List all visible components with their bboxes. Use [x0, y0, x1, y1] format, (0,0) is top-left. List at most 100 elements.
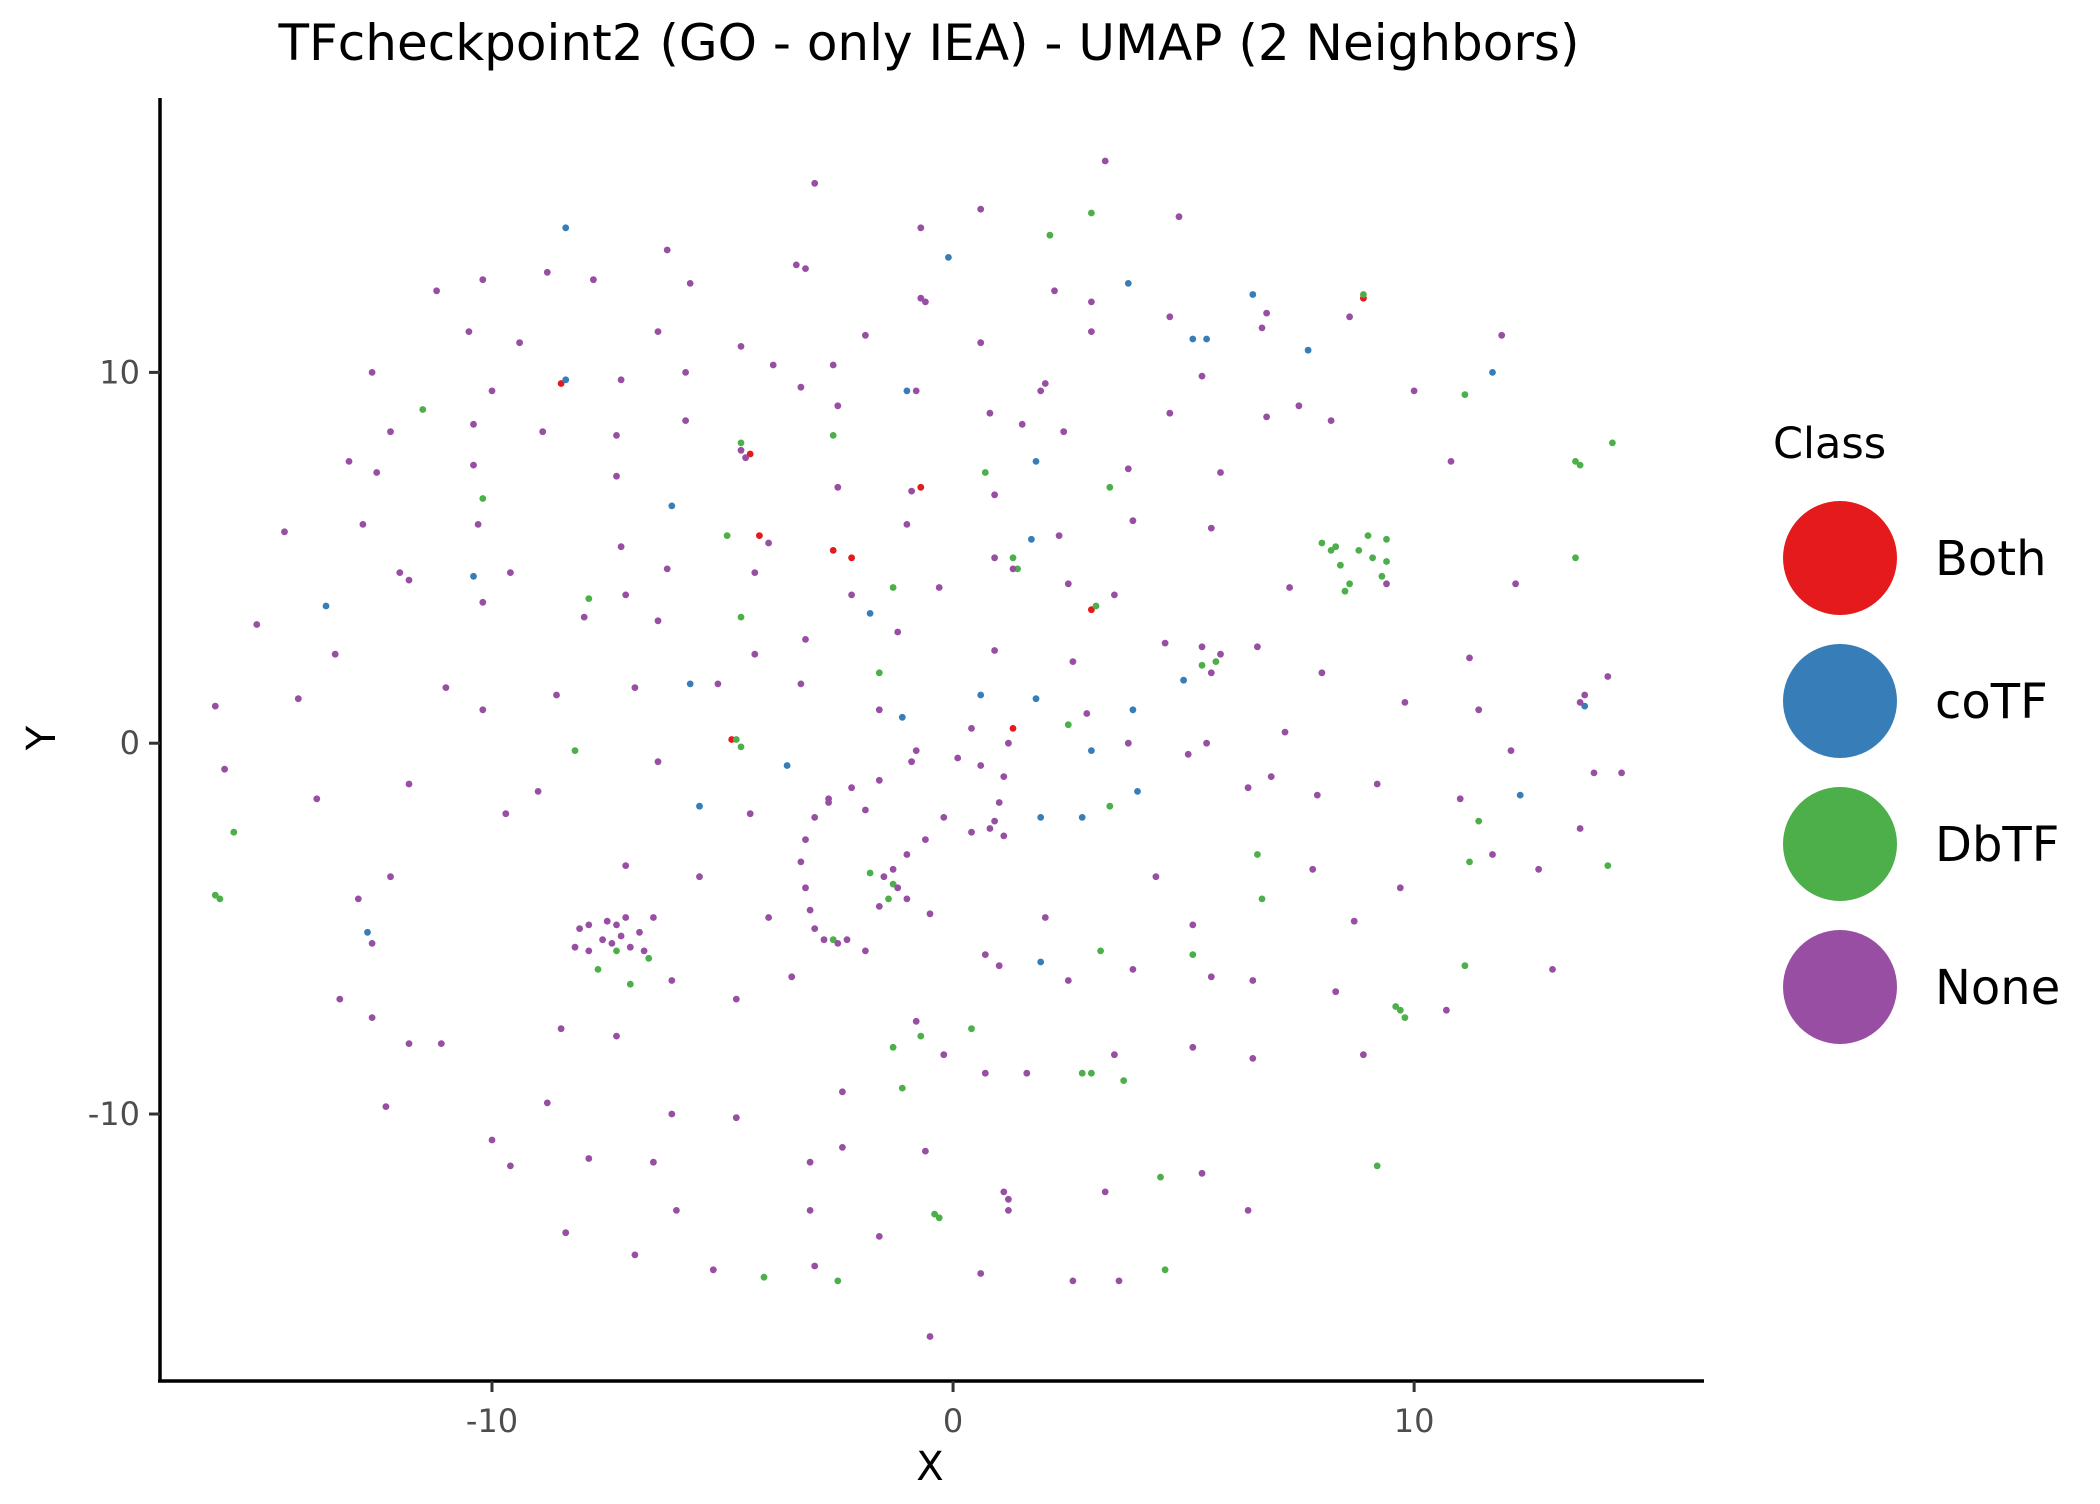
point-none-185	[368, 940, 376, 947]
point-none-52	[1263, 413, 1270, 421]
point-dbtf-23	[1106, 483, 1114, 491]
point-dbtf-63	[1378, 572, 1386, 580]
point-cotf-6	[696, 802, 703, 810]
point-none-120	[1475, 706, 1483, 714]
point-dbtf-73	[760, 1273, 768, 1281]
point-none-4	[917, 224, 925, 232]
y-axis-ticks: -10 0 10	[88, 353, 160, 1133]
point-none-83	[935, 584, 943, 591]
point-none-182	[1489, 851, 1496, 858]
point-both-9	[1088, 606, 1095, 614]
point-none-112	[875, 706, 883, 714]
point-none-142	[875, 776, 883, 784]
point-none-143	[848, 784, 855, 792]
point-dbtf-24	[1106, 802, 1114, 810]
point-dbtf-36	[1360, 291, 1367, 298]
point-none-104	[294, 695, 302, 703]
point-dbtf-5	[737, 439, 745, 447]
point-none-101	[1254, 643, 1261, 651]
point-none-244	[585, 947, 593, 955]
point-none-167	[1590, 769, 1598, 777]
point-dbtf-8	[737, 743, 745, 751]
point-dbtf-43	[1466, 858, 1473, 866]
point-none-67	[359, 521, 367, 528]
point-none-46	[682, 417, 689, 424]
point-none-215	[1360, 1051, 1367, 1059]
point-none-128	[654, 758, 662, 766]
point-cotf-16	[1037, 814, 1045, 821]
point-none-251	[608, 940, 616, 947]
point-none-162	[1244, 784, 1252, 792]
point-cotf-18	[1124, 280, 1132, 287]
point-dbtf-21	[1088, 209, 1095, 217]
point-none-59	[742, 454, 749, 462]
point-none-250	[640, 947, 648, 955]
point-dbtf-35	[1258, 895, 1266, 903]
point-dbtf-70	[1318, 539, 1326, 547]
point-none-227	[1198, 1169, 1206, 1177]
point-dbtf-65	[1346, 580, 1353, 588]
series-cotf	[322, 224, 1589, 966]
point-none-29	[368, 369, 376, 376]
point-dbtf-57	[866, 869, 874, 877]
point-dbtf-41	[1461, 391, 1469, 398]
point-dbtf-19	[1046, 231, 1054, 239]
point-none-257	[1217, 650, 1224, 658]
point-none-65	[1447, 458, 1455, 465]
point-none-253	[613, 921, 620, 929]
point-dbtf-14	[931, 1210, 938, 1218]
point-dbtf-67	[1341, 587, 1349, 595]
point-none-248	[617, 932, 625, 940]
point-cotf-9	[898, 713, 906, 721]
point-none-170	[387, 873, 394, 881]
point-none-177	[1152, 873, 1160, 881]
point-none-161	[1267, 773, 1275, 780]
point-cotf-8	[866, 610, 874, 617]
point-none-84	[1009, 565, 1017, 573]
legend-label-none: None	[1935, 960, 2060, 1016]
point-none-183	[1535, 865, 1542, 873]
point-none-254	[626, 943, 634, 951]
point-none-109	[631, 684, 639, 691]
point-none-208	[839, 1088, 846, 1096]
point-none-107	[479, 706, 487, 714]
point-cotf-7	[783, 762, 791, 769]
point-none-186	[336, 995, 344, 1003]
point-none-211	[1023, 1069, 1031, 1077]
point-none-56	[470, 461, 477, 469]
point-none-197	[995, 962, 1003, 970]
point-none-181	[1396, 884, 1404, 892]
point-dbtf-66	[1383, 558, 1390, 565]
point-none-255	[1198, 643, 1206, 651]
point-none-245	[622, 914, 630, 921]
point-none-31	[617, 376, 625, 384]
point-none-125	[405, 780, 413, 788]
point-none-66	[281, 528, 288, 536]
point-none-196	[981, 951, 989, 958]
point-cotf-20	[1134, 788, 1141, 795]
point-none-178	[1189, 921, 1197, 929]
point-none-53	[1327, 417, 1335, 424]
point-none-238	[1115, 1277, 1123, 1285]
point-none-259	[908, 758, 915, 766]
point-none-173	[765, 914, 772, 921]
point-none-247	[650, 914, 657, 921]
point-none-224	[1005, 1207, 1012, 1214]
point-both-0	[557, 380, 565, 387]
point-dbtf-64	[1327, 547, 1335, 554]
point-none-108	[553, 691, 560, 699]
point-none-23	[737, 343, 745, 350]
point-dbtf-4	[723, 532, 731, 539]
point-cotf-15	[1028, 535, 1035, 543]
point-none-219	[650, 1158, 657, 1166]
point-none-25	[977, 339, 985, 347]
point-none-17	[1166, 313, 1174, 321]
y-tick-label-0: -10	[88, 1095, 140, 1133]
point-cotf-31	[1088, 747, 1095, 754]
point-none-60	[834, 483, 842, 491]
x-axis-ticks: -10 0 10	[466, 1381, 1434, 1440]
point-cotf-0	[562, 224, 570, 232]
point-none-44	[539, 428, 547, 436]
plot-points	[211, 157, 1625, 1340]
point-none-87	[1286, 584, 1293, 591]
